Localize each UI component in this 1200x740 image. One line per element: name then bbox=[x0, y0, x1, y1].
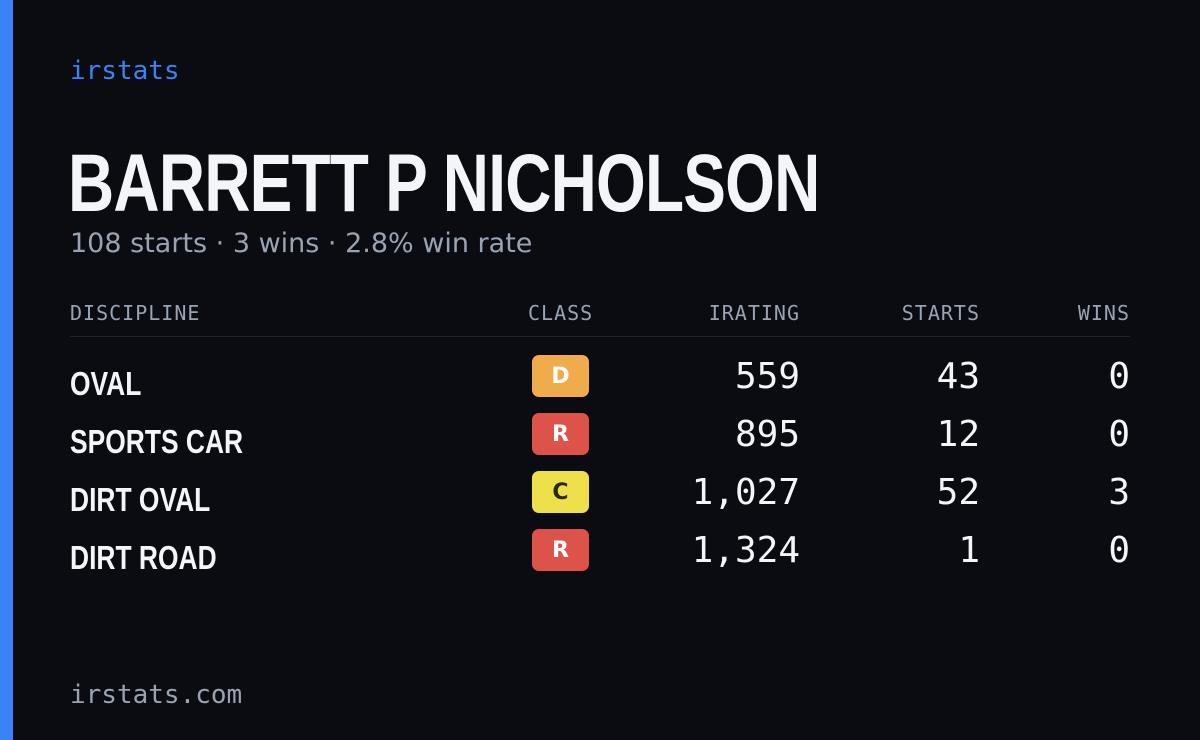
header-starts: STARTS bbox=[901, 301, 980, 325]
stats-table: DISCIPLINE CLASS IRATING STARTS WINS OVA… bbox=[70, 296, 1130, 585]
discipline-cell: SPORTS CAR bbox=[70, 423, 244, 460]
irating-cell: 895 bbox=[734, 414, 800, 455]
class-badge: R bbox=[532, 529, 589, 571]
header-wins: WINS bbox=[1077, 301, 1130, 325]
brand-logo: irstats bbox=[70, 56, 180, 86]
header-discipline: DISCIPLINE bbox=[70, 301, 201, 325]
discipline-cell: DIRT OVAL bbox=[70, 481, 211, 518]
class-letter: R bbox=[552, 537, 569, 563]
class-badge: C bbox=[532, 471, 589, 513]
table-row: SPORTS CAR R 895 12 0 bbox=[70, 411, 1130, 469]
starts-cell: 12 bbox=[936, 414, 980, 455]
table-row: DIRT ROAD R 1,324 1 0 bbox=[70, 527, 1130, 585]
irating-cell: 1,324 bbox=[691, 530, 800, 571]
class-letter: C bbox=[552, 479, 569, 505]
starts-cell: 52 bbox=[936, 472, 980, 513]
class-badge: R bbox=[532, 413, 589, 455]
table-header: DISCIPLINE CLASS IRATING STARTS WINS bbox=[70, 296, 1130, 337]
discipline-cell: DIRT ROAD bbox=[70, 539, 217, 576]
accent-bar bbox=[0, 0, 13, 740]
starts-cell: 1 bbox=[958, 530, 980, 571]
wins-cell: 0 bbox=[1108, 414, 1130, 455]
starts-cell: 43 bbox=[936, 356, 980, 397]
table-row: DIRT OVAL C 1,027 52 3 bbox=[70, 469, 1130, 527]
footer-url: irstats.com bbox=[70, 680, 243, 710]
driver-name: BARRETT P NICHOLSON bbox=[68, 138, 820, 229]
table-row: OVAL D 559 43 0 bbox=[70, 353, 1130, 411]
wins-cell: 0 bbox=[1108, 356, 1130, 397]
class-letter: R bbox=[552, 421, 569, 447]
header-irating: IRATING bbox=[708, 301, 800, 325]
header-class: CLASS bbox=[528, 301, 594, 325]
driver-summary: 108 starts · 3 wins · 2.8% win rate bbox=[70, 228, 533, 259]
wins-cell: 3 bbox=[1108, 472, 1130, 513]
wins-cell: 0 bbox=[1108, 530, 1130, 571]
class-letter: D bbox=[551, 363, 570, 389]
discipline-cell: OVAL bbox=[70, 365, 142, 402]
irating-cell: 1,027 bbox=[691, 472, 800, 513]
irating-cell: 559 bbox=[734, 356, 800, 397]
table-body: OVAL D 559 43 0 SPORTS CAR R 895 12 0 DI… bbox=[70, 353, 1130, 585]
class-badge: D bbox=[532, 355, 589, 397]
